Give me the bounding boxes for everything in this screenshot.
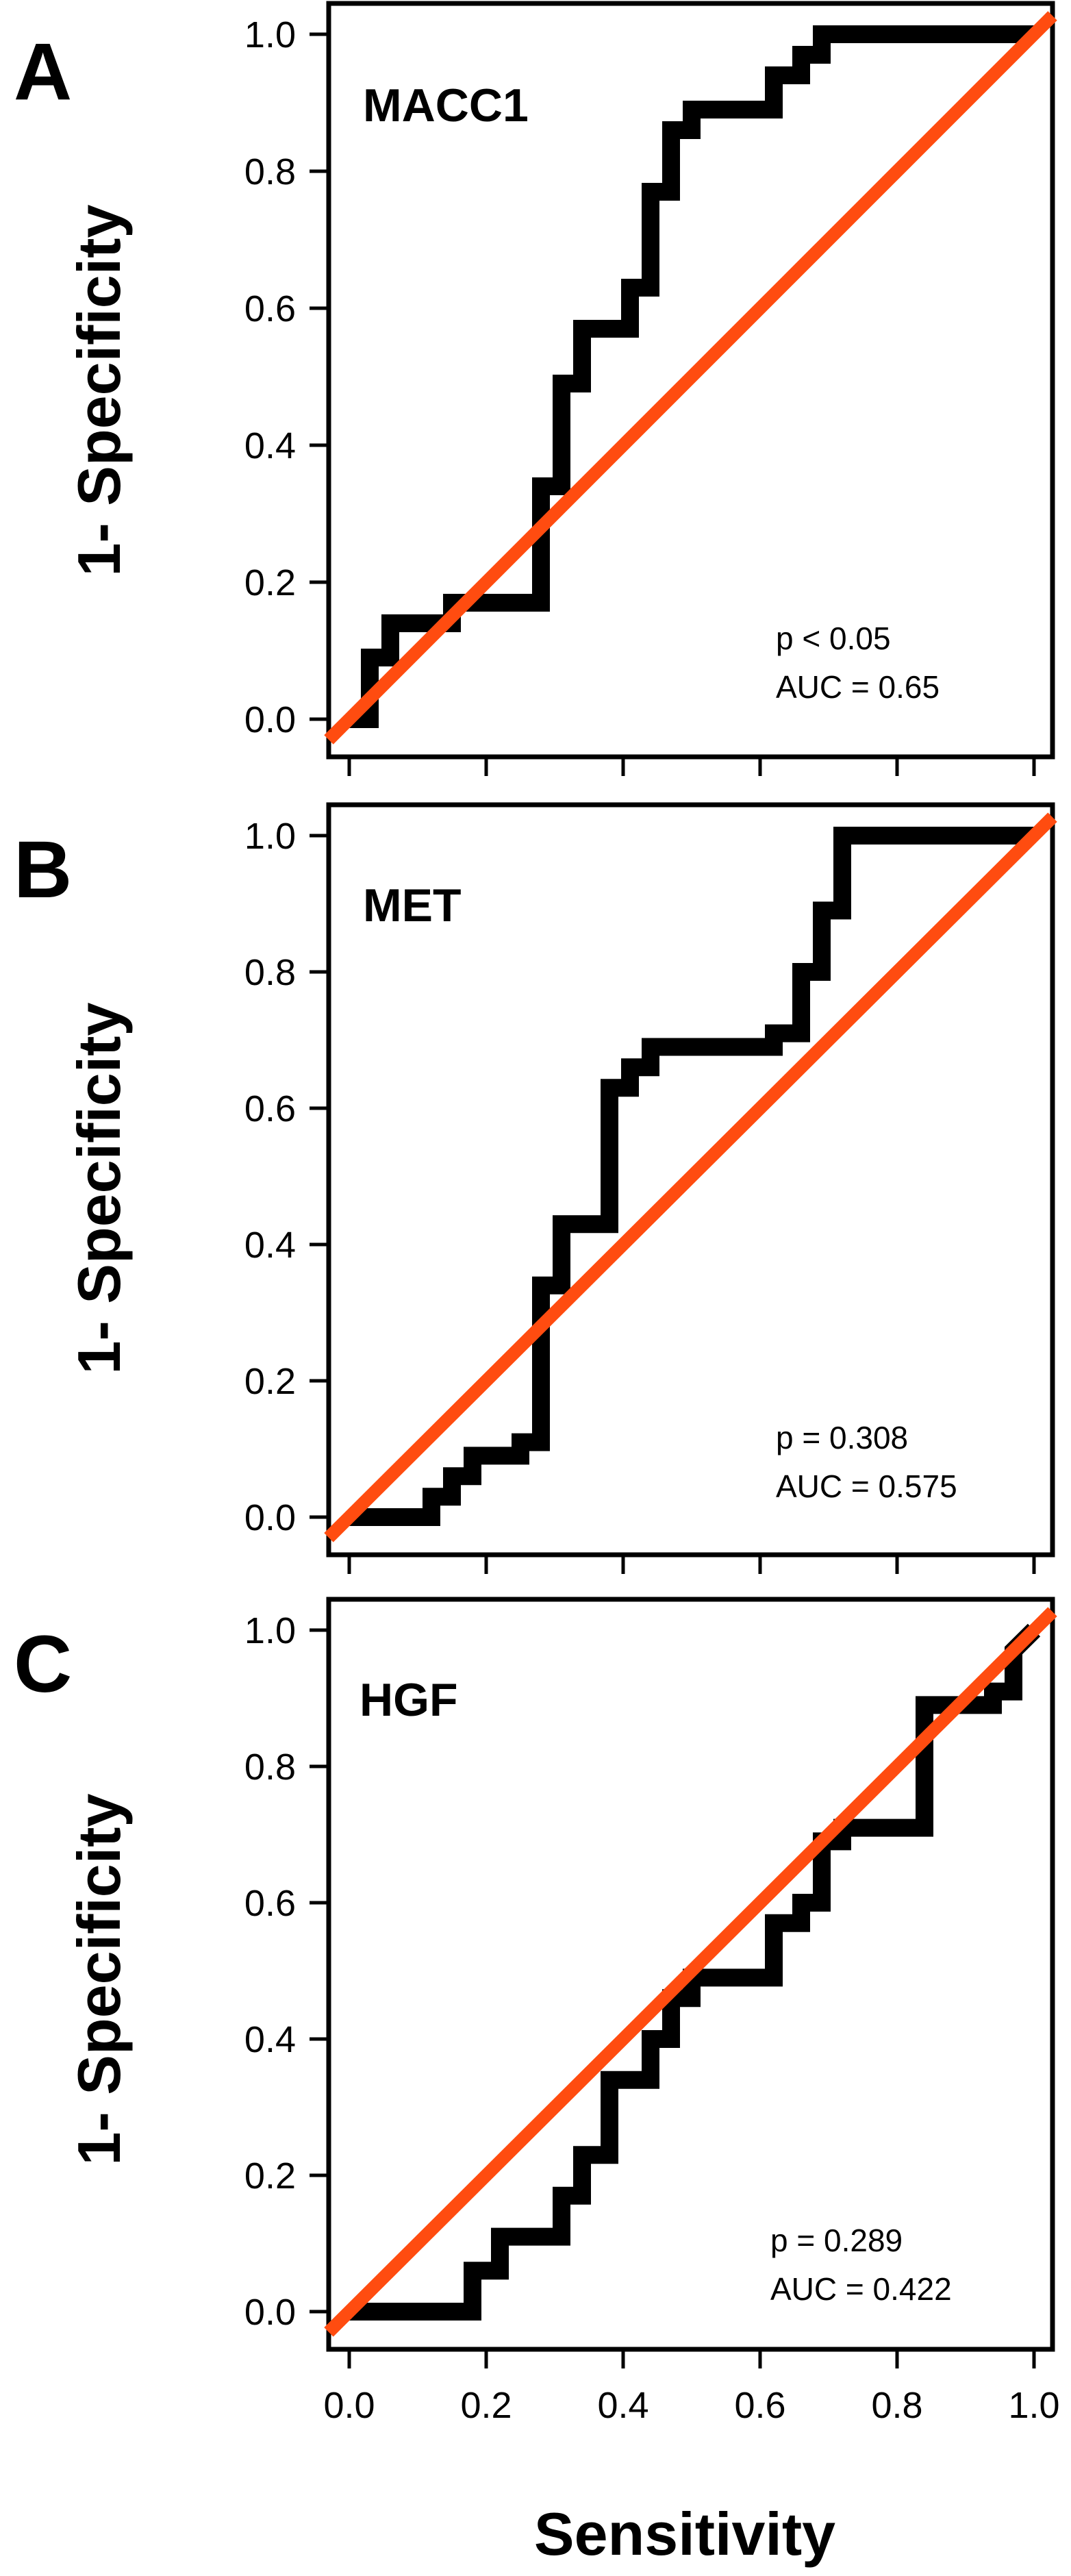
panel-c: C 1- Specificity HGF p = 0.289 AUC = 0.4… bbox=[14, 1597, 1060, 2426]
roc-curve bbox=[349, 827, 1034, 1526]
y-tick-label: 0.0 bbox=[244, 2292, 296, 2333]
x-tick-label: 0.4 bbox=[597, 2385, 648, 2426]
x-tick-label: 0.6 bbox=[734, 2385, 785, 2426]
auc-text: AUC = 0.422 bbox=[770, 2271, 952, 2307]
y-tick-label: 0.6 bbox=[244, 1883, 296, 1924]
panel-label: C bbox=[14, 1619, 72, 1710]
y-tick-label: 0.6 bbox=[244, 288, 296, 329]
reference-diagonal bbox=[324, 1607, 1057, 2337]
plot-frame bbox=[326, 802, 1055, 1558]
y-tick-label: 1.0 bbox=[244, 14, 296, 55]
y-tick-label: 0.2 bbox=[244, 1361, 296, 1402]
y-axis-label: 1- Specificity bbox=[65, 1794, 133, 2166]
marker-name: HGF bbox=[360, 1674, 458, 1726]
marker-name: MET bbox=[363, 879, 462, 931]
plot-frame bbox=[326, 1597, 1055, 2352]
y-tick-label: 1.0 bbox=[244, 1610, 296, 1651]
y-tick-label: 0.8 bbox=[244, 952, 296, 993]
y-tick-label: 0.8 bbox=[244, 1747, 296, 1788]
plot-frame bbox=[326, 1, 1055, 760]
p-value-text: p = 0.308 bbox=[776, 1420, 908, 1455]
y-axis-label: 1- Specificity bbox=[65, 205, 133, 577]
y-tick-label: 0.4 bbox=[244, 1225, 296, 1266]
auc-text: AUC = 0.65 bbox=[776, 669, 940, 705]
y-tick-label: 0.2 bbox=[244, 562, 296, 603]
p-value-text: p = 0.289 bbox=[770, 2223, 903, 2258]
x-tick-label: 0.2 bbox=[460, 2385, 512, 2426]
y-axis-label: 1- Specificity bbox=[65, 1003, 133, 1375]
x-axis-label: Sensitivity bbox=[534, 2500, 835, 2568]
p-value-text: p < 0.05 bbox=[776, 621, 891, 656]
panel-b: B 1- Specificity MET p = 0.308 AUC = 0.5… bbox=[14, 802, 1057, 1574]
panel-label: A bbox=[14, 27, 72, 117]
panel-a: A 1- Specificity MACC1 p < 0.05 AUC = 0.… bbox=[14, 1, 1057, 776]
x-tick-label: 1.0 bbox=[1008, 2385, 1059, 2426]
y-tick-label: 0.6 bbox=[244, 1088, 296, 1129]
panel-label: B bbox=[14, 825, 72, 915]
marker-name: MACC1 bbox=[363, 79, 529, 132]
x-tick-label: 0.8 bbox=[871, 2385, 922, 2426]
reference-diagonal bbox=[324, 11, 1057, 745]
y-tick-label: 0.0 bbox=[244, 699, 296, 740]
roc-curve bbox=[349, 25, 1034, 728]
y-tick-label: 0.8 bbox=[244, 151, 296, 192]
y-tick-label: 0.4 bbox=[244, 425, 296, 466]
y-tick-label: 0.2 bbox=[244, 2155, 296, 2197]
y-tick-label: 1.0 bbox=[244, 816, 296, 857]
x-tick-label: 0.0 bbox=[323, 2385, 375, 2426]
reference-diagonal bbox=[324, 812, 1057, 1542]
y-tick-label: 0.4 bbox=[244, 2019, 296, 2060]
y-tick-label: 0.0 bbox=[244, 1497, 296, 1538]
auc-text: AUC = 0.575 bbox=[776, 1468, 957, 1504]
